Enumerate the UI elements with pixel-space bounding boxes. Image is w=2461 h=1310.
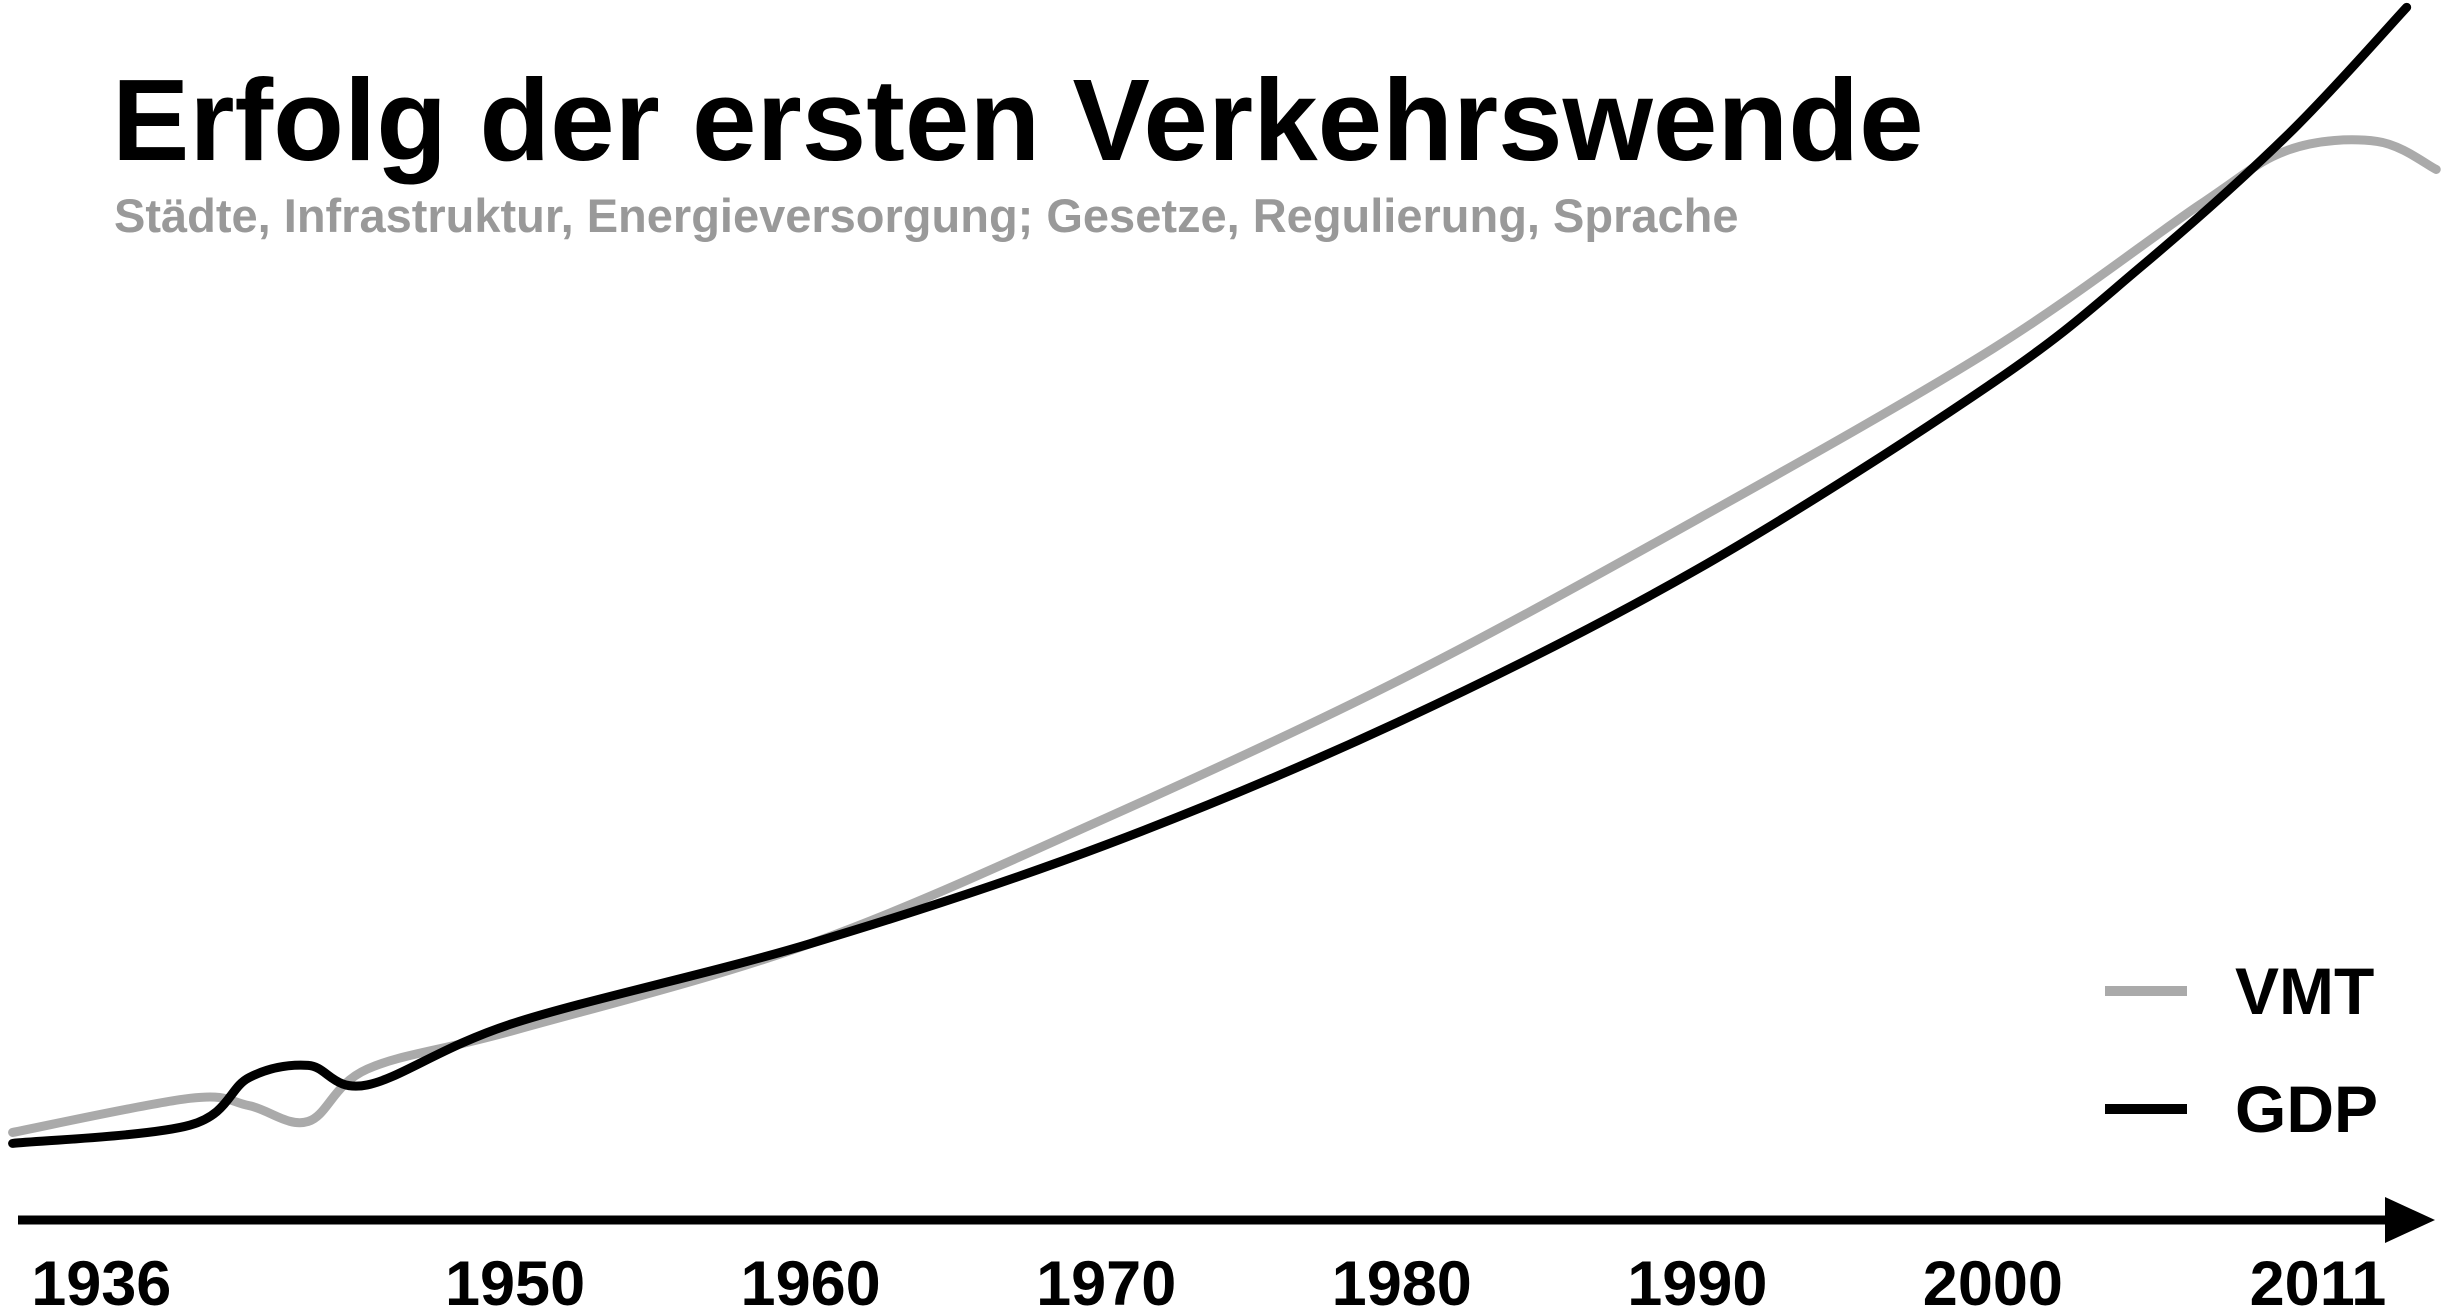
chart-title: Erfolg der ersten Verkehrswende — [112, 55, 1924, 185]
legend-label: GDP — [2235, 1072, 2378, 1146]
x-tick-label: 1960 — [741, 1249, 881, 1310]
line — [8, 135, 2441, 1137]
legend-label: VMT — [2235, 954, 2374, 1028]
x-tick-label: 1936 — [31, 1249, 171, 1310]
x-tick-label: 1990 — [1627, 1249, 1767, 1310]
chart-subtitle: Städte, Infrastruktur, Energieversorgung… — [114, 189, 1739, 242]
x-tick-label: 2011 — [2250, 1249, 2387, 1310]
x-tick-label: 2000 — [1923, 1249, 2063, 1310]
x-tick-label: 1950 — [445, 1249, 585, 1310]
x-tick-label: 1980 — [1332, 1249, 1472, 1310]
line — [8, 2, 2412, 1148]
x-axis-arrow — [2385, 1197, 2435, 1243]
x-tick-label: 1970 — [1036, 1249, 1176, 1310]
